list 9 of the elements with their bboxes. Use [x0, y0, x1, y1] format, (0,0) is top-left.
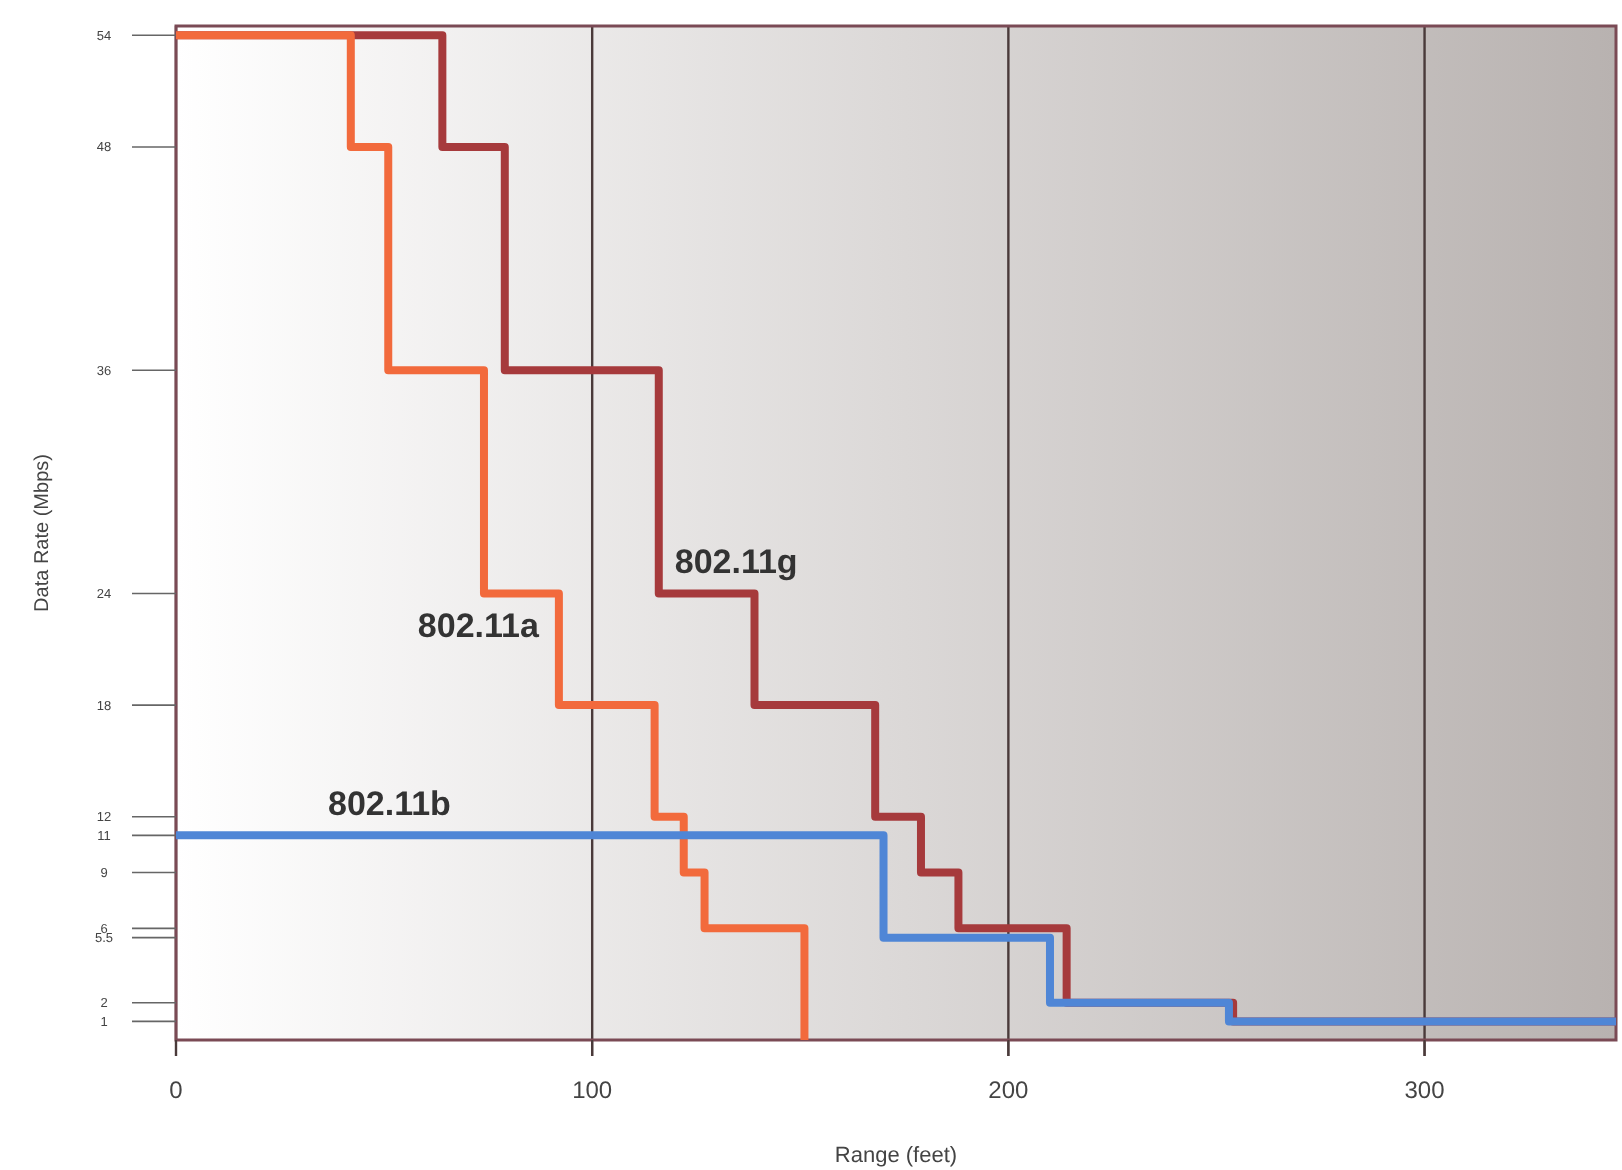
series-label: 802.11b [328, 785, 451, 824]
series-label: 802.11a [417, 607, 540, 646]
x-tick-label: 100 [572, 1076, 613, 1104]
y-axis-title: Data Rate (Mbps) [32, 454, 54, 612]
x-tick-label: 300 [1404, 1076, 1446, 1104]
x-tick-label: 200 [988, 1076, 1030, 1104]
x-axis-title: Range (feet) [834, 1144, 958, 1168]
x-tick-label: 0 [169, 1076, 184, 1104]
series-label: 802.11g [674, 543, 798, 582]
